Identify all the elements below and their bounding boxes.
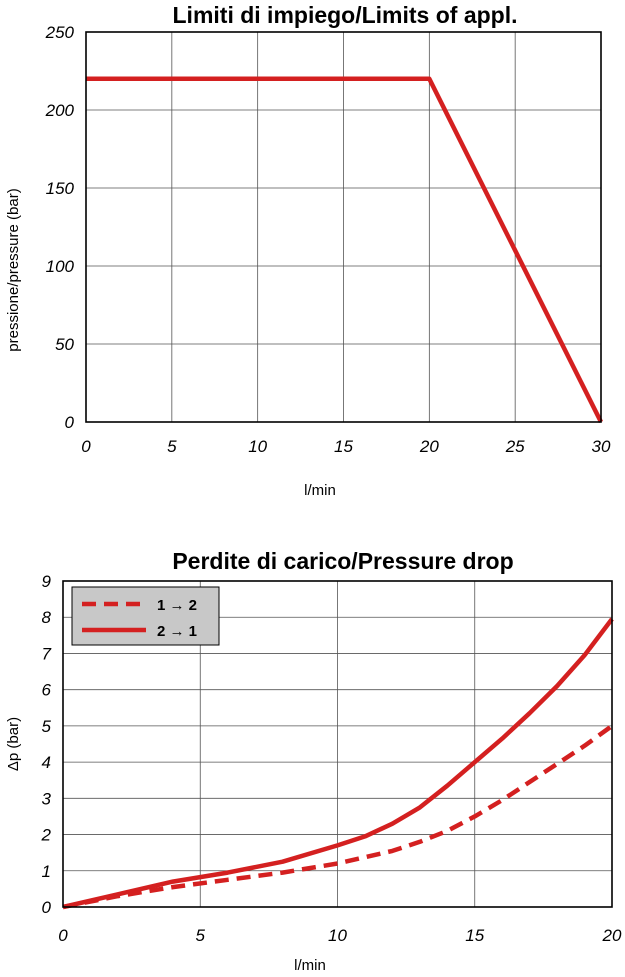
y-tick-label: 50 <box>55 335 74 354</box>
chart-2-series <box>62 617 614 910</box>
y-tick-label: 150 <box>46 179 75 198</box>
chart-1-y-axis-label: pressione/pressure (bar) <box>5 188 22 351</box>
y-tick-label: 0 <box>65 413 75 432</box>
legend-box <box>71 586 220 646</box>
chart-2-title: Perdite di carico/Pressure drop <box>172 548 513 574</box>
chart-1-x-axis-label: l/min <box>304 482 336 499</box>
x-tick-label: 20 <box>602 926 622 945</box>
y-tick-label: 8 <box>42 608 52 627</box>
chart-2-x-ticks: 0 5 10 15 20 <box>58 926 622 945</box>
chart-2-x-axis-label: l/min <box>294 957 326 974</box>
y-tick-label: 7 <box>42 644 52 663</box>
y-tick-label: 4 <box>42 753 51 772</box>
chart-2-y-ticks: 0 1 2 3 4 5 6 7 8 9 <box>41 572 52 917</box>
y-tick-label: 6 <box>42 681 52 700</box>
x-tick-label: 0 <box>81 437 91 456</box>
x-tick-label: 10 <box>328 926 347 945</box>
y-tick-label: 1 <box>42 862 51 881</box>
chart-1-series <box>86 76 604 424</box>
x-tick-label: 5 <box>167 437 177 456</box>
y-tick-label: 9 <box>42 572 52 591</box>
x-tick-label: 10 <box>248 437 267 456</box>
series-line-2 <box>62 617 614 910</box>
chart-1-x-ticks: 0 5 10 15 20 25 30 <box>81 437 611 456</box>
x-tick-label: 5 <box>196 926 206 945</box>
y-tick-label: 100 <box>46 257 75 276</box>
series-line-1 <box>86 76 604 424</box>
x-tick-label: 15 <box>334 437 353 456</box>
chart-1-title: Limiti di impiego/Limits of appl. <box>173 2 518 28</box>
series-line-1 <box>62 724 614 910</box>
chart-operating-limits: Limiti di impiego/Limits of appl. 0 5 10 15… <box>5 2 611 499</box>
y-tick-label: 0 <box>42 898 52 917</box>
chart-pressure-drop: Perdite di carico/Pressure drop 0 5 10 15 20… <box>5 548 622 974</box>
x-tick-label: 15 <box>465 926 484 945</box>
y-tick-label: 5 <box>42 717 52 736</box>
x-tick-label: 30 <box>592 437 611 456</box>
x-tick-label: 20 <box>419 437 439 456</box>
chart-1-grid <box>85 31 602 423</box>
chart-2-plot-frame <box>62 580 613 908</box>
legend-label-series-1: 1 → 2 <box>157 597 197 614</box>
legend-label-series-2: 2 → 1 <box>157 623 197 640</box>
y-tick-label: 200 <box>45 101 75 120</box>
x-tick-label: 25 <box>505 437 525 456</box>
y-tick-label: 3 <box>42 789 52 808</box>
chart-2-y-axis-label: Δp (bar) <box>5 717 22 771</box>
chart-1-y-ticks: 0 50 100 150 200 250 <box>45 23 75 432</box>
chart-2-legend: 1 → 2 2 → 1 <box>71 586 220 646</box>
chart-1-plot-frame <box>85 31 602 423</box>
x-tick-label: 0 <box>58 926 68 945</box>
y-tick-label: 250 <box>45 23 75 42</box>
y-tick-label: 2 <box>41 826 52 845</box>
